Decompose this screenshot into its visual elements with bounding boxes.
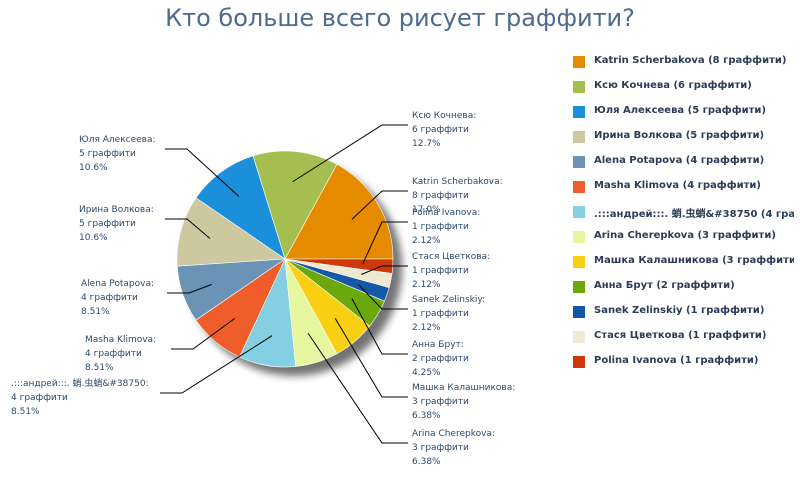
pie-slice[interactable] (195, 155, 286, 260)
legend-label: Alena Potapova (4 граффити) (594, 155, 765, 166)
slice-percent-label: 6.38% (412, 411, 441, 421)
legend-item[interactable]: Arina Cherepkova (3 граффити) (568, 226, 794, 251)
slice-percent-label: 8.51% (81, 307, 110, 317)
slice-percent-label: 4.25% (412, 368, 441, 378)
slice-name-label: Arina Cherepkova: (412, 429, 495, 439)
label-leader-line (351, 298, 408, 355)
legend-label: Polina Ivanova (1 граффити) (594, 355, 759, 366)
slice-count-label: 1 граффити (412, 222, 469, 232)
slice-count-label: 4 граффити (81, 293, 138, 303)
legend-label: Masha Klimova (4 граффити) (594, 180, 762, 191)
label-leader-line (307, 332, 408, 444)
legend-swatch (573, 56, 585, 68)
slice-percent-label: 12.7% (412, 139, 441, 149)
legend-label: .:::андрей:::. 蛸.虫蛸&#38750 (4 граффити) (594, 209, 794, 220)
slice-count-label: 3 граффити (412, 397, 469, 407)
legend-item[interactable]: Ксю Кочнева (6 граффити) (568, 76, 794, 101)
slice-count-label: 6 граффити (412, 125, 469, 135)
legend-swatch (573, 256, 585, 268)
legend-item[interactable]: Katrin Scherbakova (8 граффити) (568, 51, 794, 76)
label-leader-line (160, 335, 273, 394)
label-leader-line (292, 124, 408, 183)
slice-count-label: 8 граффити (412, 191, 469, 201)
label-leader-line (358, 284, 408, 310)
label-leader-line (361, 265, 408, 275)
slice-name-label: Masha Klimova: (85, 335, 156, 345)
legend-swatch (573, 181, 585, 193)
slice-percent-label: 2.12% (412, 236, 441, 246)
slice-name-label: Katrin Scherbakova: (412, 177, 503, 187)
legend-label: Sanek Zelinskiy (1 граффити) (594, 305, 765, 316)
legend-swatch (573, 131, 585, 143)
legend-swatch (573, 331, 585, 343)
pie-slice[interactable] (284, 163, 394, 260)
legend-item[interactable]: Polina Ivanova (1 граффити) (568, 351, 794, 376)
slice-percent-label: 17.0% (412, 205, 441, 215)
slice-percent-label: 2.12% (412, 280, 441, 290)
legend-swatch (573, 81, 585, 93)
legend-swatch (573, 106, 585, 118)
label-leader-line (351, 190, 408, 220)
slice-percent-label: 8.51% (11, 407, 40, 417)
label-leader-line (167, 284, 212, 294)
slice-name-label: Sanek Zelinskiy: (412, 295, 485, 305)
legend-label: Ирина Волкова (5 граффити) (594, 130, 765, 141)
legend-label: Arina Cherepkova (3 граффити) (594, 230, 776, 241)
slice-percent-label: 2.12% (412, 323, 441, 333)
pie-slice[interactable] (252, 150, 338, 260)
slice-name-label: Ирина Волкова: (79, 205, 154, 215)
slice-count-label: 3 граффити (412, 443, 469, 453)
legend-item[interactable]: Sanek Zelinskiy (1 граффити) (568, 301, 794, 326)
slice-count-label: 5 граффити (79, 149, 136, 159)
legend-swatch (573, 156, 585, 168)
legend-label: Стася Цветкова (1 граффити) (594, 330, 767, 341)
slice-name-label: Машка Калашникова: (412, 383, 515, 393)
legend-swatch (573, 306, 585, 318)
legend-label: Юля Алексеева (5 граффити) (594, 105, 767, 116)
slice-count-label: 4 граффити (85, 349, 142, 359)
legend-item[interactable]: Стася Цветкова (1 граффити) (568, 326, 794, 351)
pie-slice[interactable] (176, 197, 286, 267)
slice-name-label: .:::андрей:::. 蛸.虫蛸&#38750: (11, 377, 149, 389)
legend-label: Машка Калашникова (3 граффити) (594, 255, 794, 266)
slice-name-label: Анна Брут: (412, 340, 464, 350)
legend-label: Анна Брут (2 граффити) (594, 280, 735, 291)
chart-legend: Katrin Scherbakova (8 граффити) Ксю Кочне… (568, 51, 794, 376)
legend-label: Ксю Кочнева (6 граффити) (594, 80, 752, 91)
legend-item[interactable]: Ирина Волкова (5 граффити) (568, 126, 794, 151)
legend-swatch (573, 356, 585, 368)
legend-label: Katrin Scherbakova (8 граффити) (594, 55, 787, 66)
slice-name-label: Стася Цветкова: (412, 252, 490, 262)
slice-percent-label: 10.6% (79, 163, 108, 173)
legend-item[interactable]: Masha Klimova (4 граффити) (568, 176, 794, 201)
label-leader-line (165, 148, 240, 197)
slice-percent-label: 10.6% (79, 233, 108, 243)
slice-percent-label: 8.51% (85, 363, 114, 373)
legend-item[interactable]: .:::андрей:::. 蛸.虫蛸&#38750 (4 граффити) (568, 201, 794, 226)
legend-item[interactable]: Машка Калашникова (3 граффити) (568, 251, 794, 276)
slice-count-label: 4 граффити (11, 393, 68, 403)
slice-count-label: 5 граффити (79, 219, 136, 229)
legend-item[interactable]: Юля Алексеева (5 граффити) (568, 101, 794, 126)
legend-swatch (573, 231, 585, 243)
slice-count-label: 1 граффити (412, 309, 469, 319)
slice-count-label: 2 граффити (412, 354, 469, 364)
slice-name-label: Polina Ivanova: (412, 208, 480, 218)
legend-swatch (573, 206, 585, 218)
label-leader-line (165, 218, 211, 239)
legend-item[interactable]: Анна Брут (2 граффити) (568, 276, 794, 301)
slice-name-label: Юля Алексеева: (79, 135, 156, 145)
slice-name-label: Alena Potapova: (81, 279, 154, 289)
legend-item[interactable]: Alena Potapova (4 граффити) (568, 151, 794, 176)
slice-name-label: Ксю Кочнева: (412, 111, 476, 121)
slice-percent-label: 6.38% (412, 457, 441, 467)
legend-swatch (573, 281, 585, 293)
label-leader-line (171, 317, 236, 350)
label-leader-line (334, 318, 408, 398)
chart-title: Кто больше всего рисует граффити? (165, 4, 635, 32)
label-leader-line (362, 221, 408, 265)
slice-count-label: 1 граффити (412, 266, 469, 276)
